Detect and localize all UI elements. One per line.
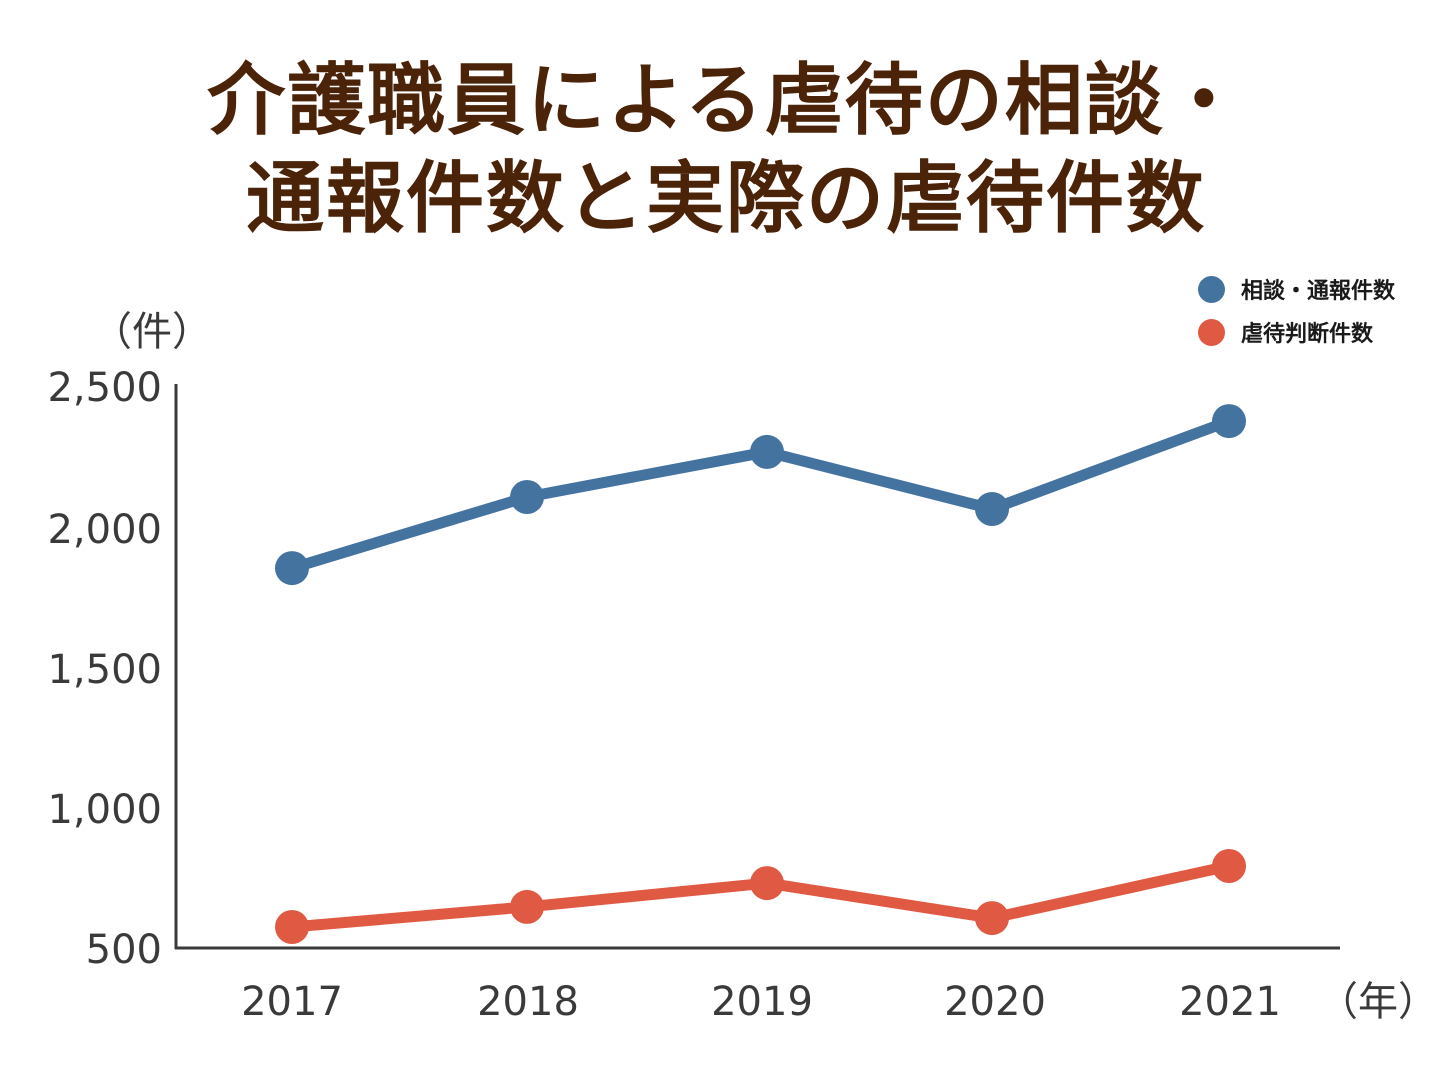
data-point-marker xyxy=(510,480,544,514)
chart-title-line-1: 介護職員による虐待の相談・ xyxy=(207,56,1245,146)
x-axis-unit: （年） xyxy=(1318,979,1438,1025)
y-tick-1500: 1,500 xyxy=(47,647,162,693)
x-tick-2017: 2017 xyxy=(241,979,343,1025)
x-tick-2020: 2020 xyxy=(944,979,1046,1025)
legend-item-confirmed-abuse: 虐待判断件数 xyxy=(1198,316,1373,348)
data-point-marker xyxy=(750,866,784,901)
chart-title-line-2: 通報件数と実際の虐待件数 xyxy=(245,154,1206,244)
legend-marker-red-icon xyxy=(1198,318,1225,346)
x-tick-2019: 2019 xyxy=(711,979,813,1025)
legend-item-consultations: 相談・通報件数 xyxy=(1198,273,1395,305)
y-tick-1000: 1,000 xyxy=(47,787,162,833)
y-tick-2000: 2,000 xyxy=(47,507,162,553)
y-tick-2500: 2,500 xyxy=(47,365,162,411)
series-consultations xyxy=(275,404,1246,586)
data-point-marker xyxy=(750,434,784,469)
data-point-marker xyxy=(510,889,544,924)
data-point-marker xyxy=(975,901,1009,936)
series-layer xyxy=(275,404,1246,944)
data-point-marker xyxy=(975,492,1009,526)
x-tick-2018: 2018 xyxy=(477,979,579,1025)
data-point-marker xyxy=(275,551,309,586)
x-tick-2021: 2021 xyxy=(1179,979,1281,1025)
y-tick-500: 500 xyxy=(85,927,162,973)
y-axis-unit: （件） xyxy=(92,309,212,355)
legend-marker-blue-icon xyxy=(1198,275,1225,303)
series-confirmed-abuse xyxy=(275,849,1246,944)
legend-label: 相談・通報件数 xyxy=(1241,279,1396,304)
data-point-marker xyxy=(1212,404,1246,439)
data-point-marker xyxy=(1212,849,1246,883)
legend-label: 虐待判断件数 xyxy=(1241,322,1374,347)
data-point-marker xyxy=(275,910,309,944)
